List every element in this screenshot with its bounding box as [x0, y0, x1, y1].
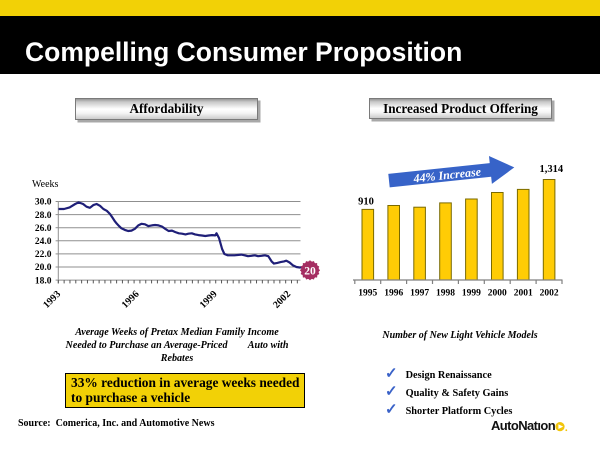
- svg-text:1,314: 1,314: [539, 164, 563, 175]
- svg-text:910: 910: [358, 197, 374, 208]
- svg-text:1998: 1998: [436, 289, 455, 299]
- svg-text:26.0: 26.0: [35, 224, 52, 234]
- svg-text:2002: 2002: [271, 289, 293, 311]
- svg-text:1996: 1996: [384, 289, 403, 299]
- svg-text:2000: 2000: [488, 289, 507, 299]
- svg-text:1995: 1995: [358, 289, 377, 299]
- svg-text:18.0: 18.0: [35, 276, 52, 286]
- svg-text:20.0: 20.0: [35, 263, 52, 273]
- svg-text:1993: 1993: [41, 289, 63, 311]
- svg-text:28.0: 28.0: [35, 211, 52, 221]
- svg-text:2002: 2002: [540, 289, 559, 299]
- svg-text:1999: 1999: [198, 289, 220, 311]
- svg-text:44% Increase: 44% Increase: [412, 164, 482, 185]
- svg-text:1997: 1997: [410, 289, 429, 299]
- svg-text:1996: 1996: [120, 289, 142, 311]
- svg-text:Weeks: Weeks: [32, 179, 59, 190]
- svg-text:24.0: 24.0: [35, 237, 52, 247]
- svg-text:22.0: 22.0: [35, 250, 52, 260]
- svg-text:30.0: 30.0: [35, 198, 52, 208]
- svg-text:1999: 1999: [462, 289, 481, 299]
- svg-text:20: 20: [304, 266, 316, 278]
- svg-text:2001: 2001: [514, 289, 533, 299]
